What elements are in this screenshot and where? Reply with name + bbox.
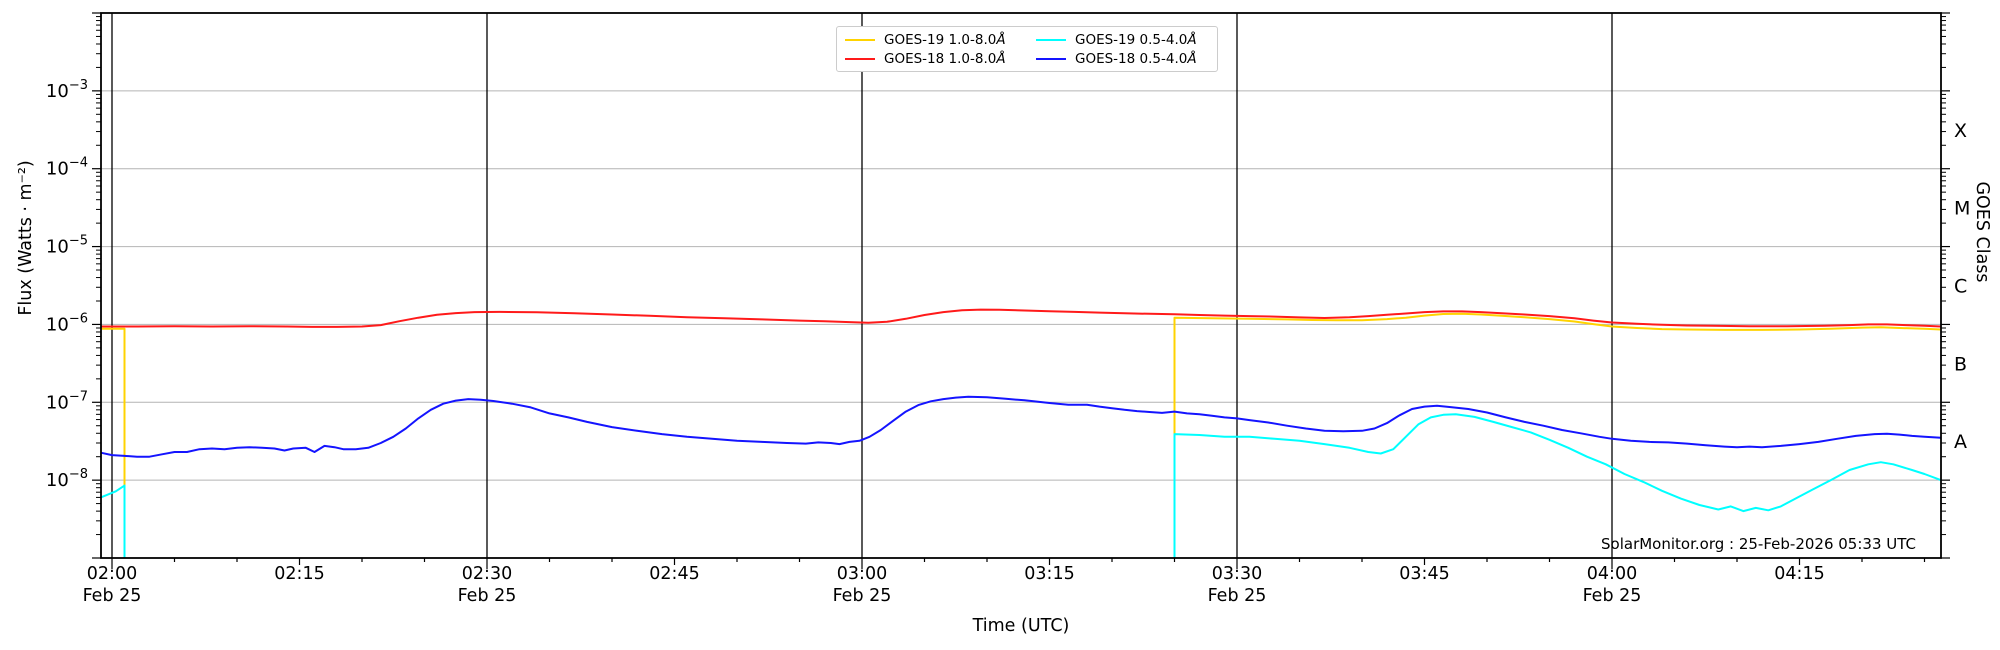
y-axis-tick-labels: 10−3 10−4 10−5 10−6 10−7 10−8 [46,78,88,491]
x-tick-day-label: Feb 25 [833,586,892,606]
x-tick-label: 03:15 [1024,564,1074,584]
legend-item-label: GOES-19 0.5-4.0Å [1075,31,1197,48]
goes-class-letter-a: A [1954,431,1967,453]
y-axis-label-goes-class: GOES Class [1972,181,1992,283]
legend-line-sample [845,57,875,60]
decade-gridlines [101,90,1941,481]
legend-item-label: GOES-19 1.0-8.0Å [884,31,1006,48]
goes-class-letter-m: M [1954,198,1970,220]
x-axis-ticks [111,558,1926,569]
x-tick-label: 02:45 [649,564,699,584]
x-tick-label: 02:30 [462,564,512,584]
goes-class-letter-b: B [1954,353,1967,375]
goes-class-letter-c: C [1954,276,1967,298]
y-axis-ticks [92,12,1950,559]
curve-goes19-long [100,312,1941,558]
goes-class-letter-x: X [1954,120,1967,142]
plot-frame [100,12,1942,559]
legend-line-sample [1036,57,1066,60]
curve-goes18-short [100,395,1941,458]
legend-box: GOES-19 1.0-8.0Å GOES-18 1.0-8.0Å GOES-19 … [836,26,1218,72]
goes-class-letters: X M C B A [1954,120,1970,453]
y-tick-label: 10−7 [46,389,88,413]
x-tick-label: 04:15 [1774,564,1824,584]
legend-item-goes19-short: GOES-19 0.5-4.0Å [1036,30,1209,49]
x-tick-day-label: Feb 25 [458,586,517,606]
x-tick-label: 02:15 [274,564,324,584]
y-tick-label: 10−5 [46,234,88,258]
legend-item-label: GOES-18 1.0-8.0Å [884,50,1006,67]
y-tick-label: 10−6 [46,311,88,335]
x-tick-label: 03:00 [837,564,887,584]
legend-item-goes19-long: GOES-19 1.0-8.0Å [845,30,1018,49]
x-tick-label: 04:00 [1587,564,1637,584]
solarmonitor-watermark: SolarMonitor.org : 25-Feb-2026 05:33 UTC [1601,535,1916,553]
x-tick-label: 03:30 [1212,564,1262,584]
legend-line-sample [1036,38,1066,41]
x-axis-label-time: Time (UTC) [972,616,1070,636]
x-tick-day-label: Feb 25 [1208,586,1267,606]
x-tick-day-label: Feb 25 [83,586,142,606]
half-hour-vertical-lines [111,13,1613,558]
legend-line-sample [845,38,875,41]
y-axis-label-flux: Flux (Watts · m⁻²) [16,160,36,316]
legend-item-goes18-short: GOES-18 0.5-4.0Å [1036,49,1209,68]
curve-goes19-short [100,413,1942,558]
y-tick-label: 10−8 [46,467,88,491]
x-tick-day-label: Feb 25 [1583,586,1642,606]
curve-goes18-long [100,308,1941,328]
x-tick-label: 03:45 [1399,564,1449,584]
legend-item-label: GOES-18 0.5-4.0Å [1075,50,1197,67]
y-tick-label: 10−4 [46,156,88,180]
x-tick-label: 02:00 [87,564,137,584]
legend-item-goes18-long: GOES-18 1.0-8.0Å [845,49,1018,68]
y-tick-label: 10−3 [46,78,88,102]
